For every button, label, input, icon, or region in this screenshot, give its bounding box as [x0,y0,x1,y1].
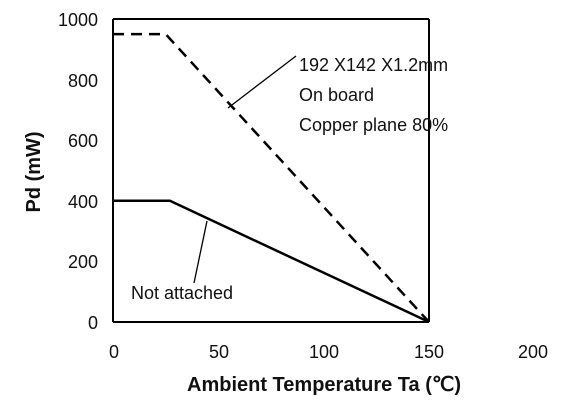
series-copper-plane-line [113,32,430,323]
x-tick-100: 100 [309,342,339,362]
series-not-attached-line [113,199,430,324]
x-tick-200: 200 [518,342,548,362]
y-tick-600: 600 [68,131,98,151]
x-tick-150: 150 [414,342,444,362]
x-axis-title: Ambient Temperature Ta (℃) [187,374,461,396]
y-tick-labels: 0 200 400 600 800 1000 [58,10,98,333]
y-tick-1000: 1000 [58,10,98,30]
annotation-not-attached: Not attached [131,283,233,303]
x-tick-labels: 0 50 100 150 200 [109,342,548,362]
y-tick-0: 0 [88,313,98,333]
x-tick-50: 50 [209,342,229,362]
annotation-copper-line-1: 192 X142 X1.2mm [299,55,448,75]
annotation-copper-line-3: Copper plane 80% [299,115,448,135]
y-tick-800: 800 [68,71,98,91]
y-axis-title: Pd (mW) [23,131,45,212]
annotation-copper-line-2: On board [299,85,374,105]
annotation-leader-not-attached [193,220,208,284]
annotation-leader-copper [227,55,297,109]
y-tick-400: 400 [68,192,98,212]
x-tick-0: 0 [109,342,119,362]
y-tick-200: 200 [68,252,98,272]
